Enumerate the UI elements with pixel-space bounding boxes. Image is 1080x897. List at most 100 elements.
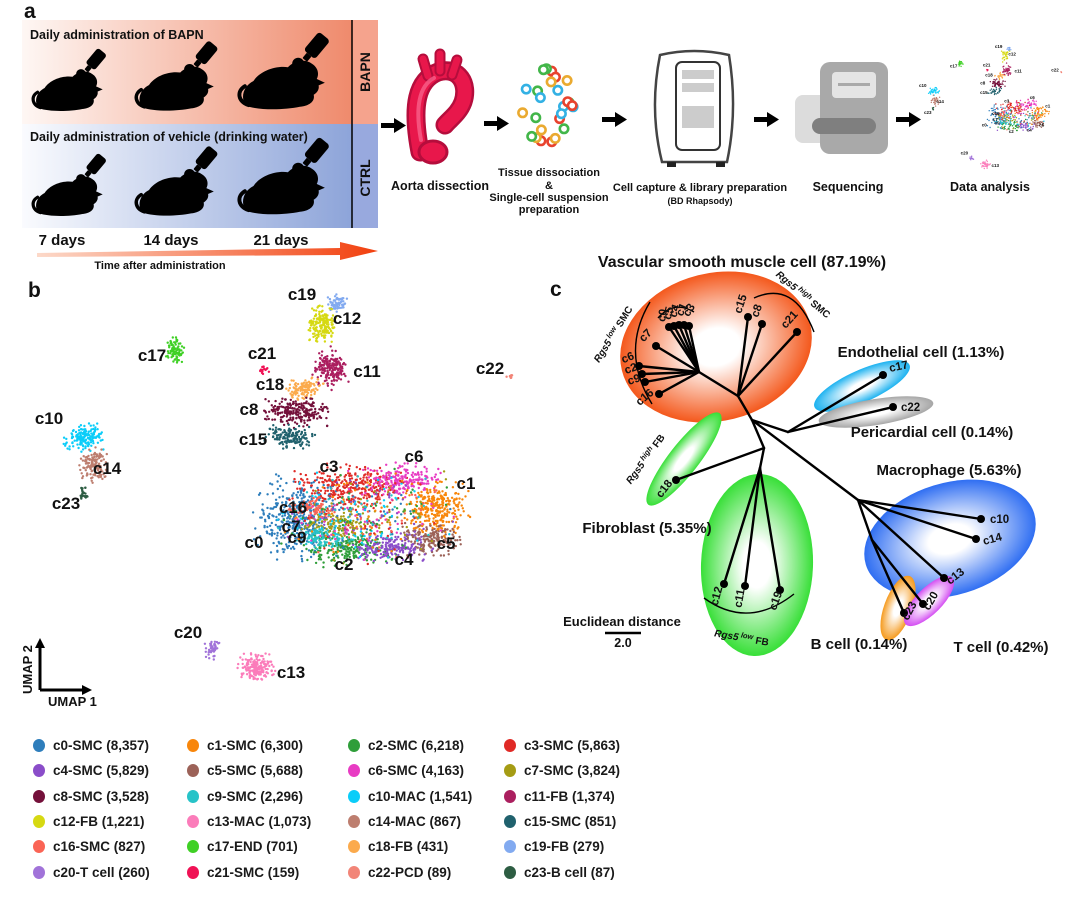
umap-x-axis-label: UMAP 1 xyxy=(48,694,97,709)
panel-a-label: a xyxy=(24,0,36,23)
legend-label: c9-SMC (2,296) xyxy=(207,788,304,804)
tree-node-label-c12: c12 xyxy=(709,585,726,607)
tree-node-label-c10: c10 xyxy=(990,514,1009,526)
umap-label-c1: c1 xyxy=(457,474,476,493)
legend-label: c7-SMC (3,824) xyxy=(524,763,621,779)
umap-label-c9: c9 xyxy=(288,528,307,547)
tree-node-label-c8: c8 xyxy=(749,302,765,319)
tree-node-label-c9: c9 xyxy=(626,372,642,387)
svg-text:c11: c11 xyxy=(1014,68,1022,73)
capture-step-label: Cell capture & library preparation xyxy=(613,182,787,194)
mini-umap-icon xyxy=(927,46,1063,170)
svg-text:c23: c23 xyxy=(924,110,932,115)
bapn-tag: BAPN xyxy=(357,52,373,92)
legend-dot xyxy=(33,764,45,778)
legend-item-6: c6-SMC (4,163) xyxy=(348,758,504,783)
panel-b: b c19 c12 c11 c21 c18 c8 c15 c17 c10 c14 c23 c22 c20… xyxy=(20,279,514,709)
tree-node-label-c5: c5 xyxy=(662,305,677,321)
tree-edges xyxy=(637,315,983,615)
svg-text:c6: c6 xyxy=(1030,95,1036,100)
tree-group-title-endothelial: Endothelial cell (1.13%) xyxy=(838,344,1005,361)
mini-umap-labels: c19 c12 c11 c21 c18 c8 c15 c17 c10 c14 c23 c22 c20 c1… xyxy=(919,44,1059,168)
svg-text:c14: c14 xyxy=(936,99,944,104)
legend-item-17: c17-END (701) xyxy=(187,834,348,859)
umap-label-c12: c12 xyxy=(333,309,361,328)
legend-item-18: c18-FB (431) xyxy=(348,834,504,859)
legend-dot xyxy=(187,739,199,753)
legend-item-14: c14-MAC (867) xyxy=(348,809,504,834)
legend-item-16: c16-SMC (827) xyxy=(33,834,187,859)
legend-dot xyxy=(504,815,516,829)
umap-label-c15: c15 xyxy=(239,430,267,449)
svg-text:c16: c16 xyxy=(992,111,1000,116)
tree-ellipse-fibroblast xyxy=(646,412,722,506)
umap-label-c14: c14 xyxy=(93,459,122,478)
legend-label: c21-SMC (159) xyxy=(207,864,300,880)
scale-bar-value: 2.0 xyxy=(614,636,631,650)
svg-text:c8: c8 xyxy=(980,80,986,85)
ctrl-tag: CTRL xyxy=(357,159,373,197)
legend-item-12: c12-FB (1,221) xyxy=(33,809,187,834)
umap-label-c21: c21 xyxy=(248,344,276,363)
umap-label-c17: c17 xyxy=(138,346,166,365)
legend-label: c3-SMC (5,863) xyxy=(524,738,621,754)
legend-label: c1-SMC (6,300) xyxy=(207,738,304,754)
legend-item-21: c21-SMC (159) xyxy=(187,859,348,884)
svg-text:c0: c0 xyxy=(982,122,988,127)
tree-group-title-fibroblast: Fibroblast (5.35%) xyxy=(582,520,711,537)
legend-label: c18-FB (431) xyxy=(368,839,449,855)
svg-text:c10: c10 xyxy=(919,83,927,88)
tree-group-title-tcell: T cell (0.42%) xyxy=(953,639,1048,656)
legend-item-1: c1-SMC (6,300) xyxy=(187,733,348,758)
svg-text:c17: c17 xyxy=(950,63,958,68)
umap-y-axis-label: UMAP 2 xyxy=(20,645,35,694)
tree-annotation-low-FB: Rgs5 low FB xyxy=(713,626,770,649)
tree-arcs xyxy=(634,292,815,614)
legend-dot xyxy=(504,865,516,879)
tree-node-label-c6: c6 xyxy=(620,350,636,366)
legend-label: c12-FB (1,221) xyxy=(53,814,145,830)
legend-dot xyxy=(348,840,360,854)
tree-group-title-macrophage: Macrophage (5.63%) xyxy=(876,462,1021,479)
tree-node-label-c1: c1 xyxy=(674,301,690,318)
legend-label: c8-SMC (3,528) xyxy=(53,788,150,804)
umap-label-c10: c10 xyxy=(35,409,63,428)
svg-text:c13: c13 xyxy=(992,163,1000,168)
dissociation-line1: Tissue dissociation xyxy=(498,167,600,179)
umap-label-c19: c19 xyxy=(288,285,316,304)
umap-label-c8: c8 xyxy=(240,400,259,419)
legend-label: c20-T cell (260) xyxy=(53,864,150,880)
umap-label-c11: c11 xyxy=(353,362,380,381)
ctrl-title: Daily administration of vehicle (drinkin… xyxy=(30,130,308,144)
sequencer-icon xyxy=(795,62,888,154)
cluster-legend: c0-SMC (8,357) c1-SMC (6,300) c2-SMC (6,21… xyxy=(33,733,674,885)
legend-label: c0-SMC (8,357) xyxy=(53,738,150,754)
panel-a: a Daily administration of BAPN Daily adm… xyxy=(22,0,1063,272)
legend-dot xyxy=(348,764,360,778)
legend-dot xyxy=(504,840,516,854)
tree-node-label-c2: c2 xyxy=(623,361,639,377)
legend-dot xyxy=(33,739,45,753)
svg-text:c18: c18 xyxy=(985,73,993,78)
tree-node-label-c4: c4 xyxy=(667,303,683,319)
legend-label: c5-SMC (5,688) xyxy=(207,763,304,779)
tree-ellipse-bcell xyxy=(880,575,916,641)
legend-label: c16-SMC (827) xyxy=(53,839,146,855)
timeline-label: Time after administration xyxy=(94,260,225,272)
legend-dot xyxy=(33,815,45,829)
umap-label-c7: c7 xyxy=(282,517,301,536)
umap-label-c20: c20 xyxy=(174,623,202,642)
legend-label: c2-SMC (6,218) xyxy=(368,738,465,754)
svg-text:c2: c2 xyxy=(1009,129,1015,134)
legend-label: c17-END (701) xyxy=(207,839,298,855)
panel-b-label: b xyxy=(28,279,41,302)
bapn-title: Daily administration of BAPN xyxy=(30,28,204,42)
svg-text:c19: c19 xyxy=(995,44,1003,49)
svg-text:c20: c20 xyxy=(961,151,969,156)
tree-node-label-c11: c11 xyxy=(733,588,748,609)
sequencing-step-label: Sequencing xyxy=(813,180,884,194)
aorta-step-label: Aorta dissection xyxy=(391,179,489,193)
timepoint-14days: 14 days xyxy=(143,232,198,249)
tree-ellipse-tcell xyxy=(903,575,955,627)
timeline-arrow xyxy=(37,242,378,260)
